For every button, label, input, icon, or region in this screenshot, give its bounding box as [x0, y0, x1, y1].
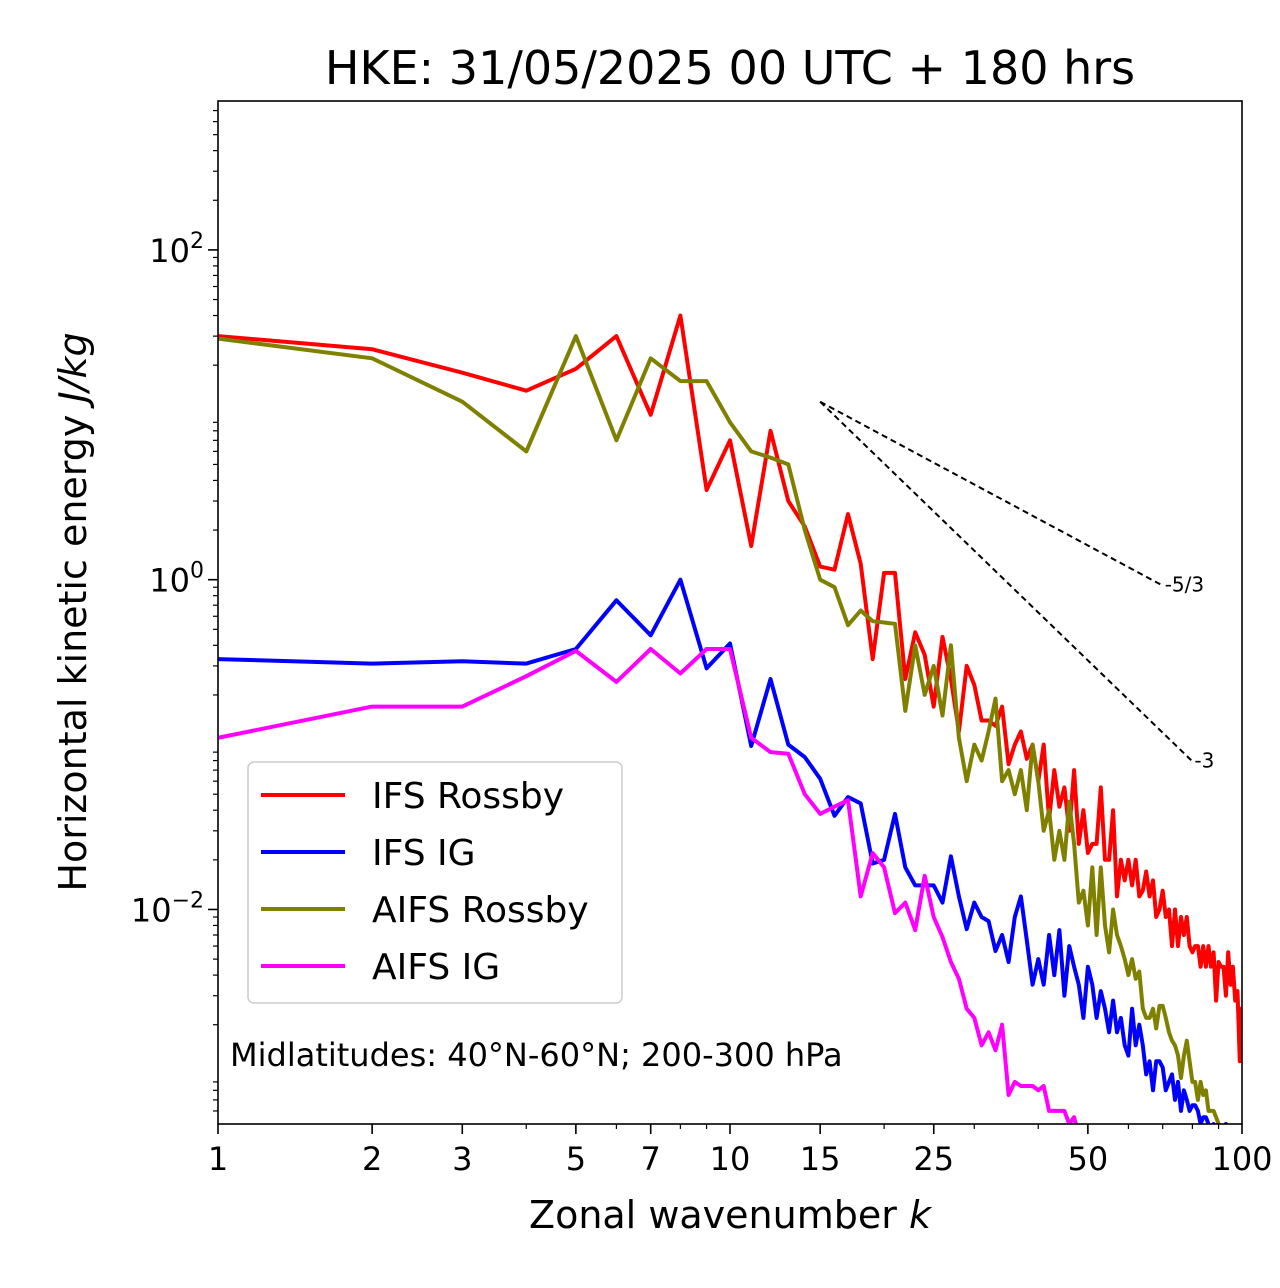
x-tick-label: 15 [800, 1140, 841, 1178]
y-axis-label: Horizontal kinetic energy J/kg [51, 332, 95, 891]
x-tick-label: 7 [641, 1140, 661, 1178]
x-tick-label: 50 [1068, 1140, 1109, 1178]
y-tick-label: 10−2 [131, 888, 204, 929]
y-axis-label-unit: J/kg [51, 332, 95, 409]
x-tick-label: 5 [566, 1140, 586, 1178]
reference-line-label: -5/3 [1165, 573, 1204, 597]
legend-label-aifs-rossby: AIFS Rossby [372, 890, 589, 931]
reference-line-3 [819, 401, 1194, 763]
legend-box [247, 761, 623, 1004]
y-axis-label-text: Horizontal kinetic energy [51, 415, 95, 892]
x-tick-label: 100 [1211, 1140, 1272, 1178]
series-line-ifs-ig [218, 577, 1228, 1124]
legend-label-aifs-ig: AIFS IG [372, 947, 500, 988]
x-axis-label-text: Zonal wavenumber [529, 1193, 897, 1237]
region-annotation: Midlatitudes: 40°N-60°N; 200-300 hPa [230, 1036, 843, 1074]
chart-title: HKE: 31/05/2025 00 UTC + 180 hrs [325, 41, 1135, 95]
x-axis-label-var: k [909, 1193, 933, 1237]
legend: IFS Rossby IFS IG AIFS Rossby AIFS IG [247, 761, 623, 1004]
x-tick-label: 3 [452, 1140, 472, 1178]
x-axis-label: Zonal wavenumber k [529, 1193, 933, 1237]
reference-line-5-3 [819, 400, 1164, 587]
series-line-ifs-rossby [218, 313, 1242, 1064]
series-line-aifs-ig [218, 647, 1078, 1124]
x-tick-label: 10 [710, 1140, 751, 1178]
reference-line-label: -3 [1194, 748, 1214, 772]
axis-ticks: 1 2 3 5 7 10 15 25 50 100 102 100 10−2 [131, 109, 1273, 1178]
x-tick-label: 1 [208, 1140, 228, 1178]
x-tick-label: 25 [913, 1140, 954, 1178]
series-layer [218, 313, 1242, 1124]
x-tick-label: 2 [362, 1140, 382, 1178]
series-line-aifs-rossby [218, 334, 1221, 1124]
y-tick-label: 100 [149, 559, 204, 600]
legend-label-ifs-ig: IFS IG [372, 833, 476, 874]
y-tick-label: 102 [149, 229, 204, 270]
legend-label-ifs-rossby: IFS Rossby [372, 776, 564, 817]
reference-lines: -5/3 -3 [819, 400, 1214, 772]
